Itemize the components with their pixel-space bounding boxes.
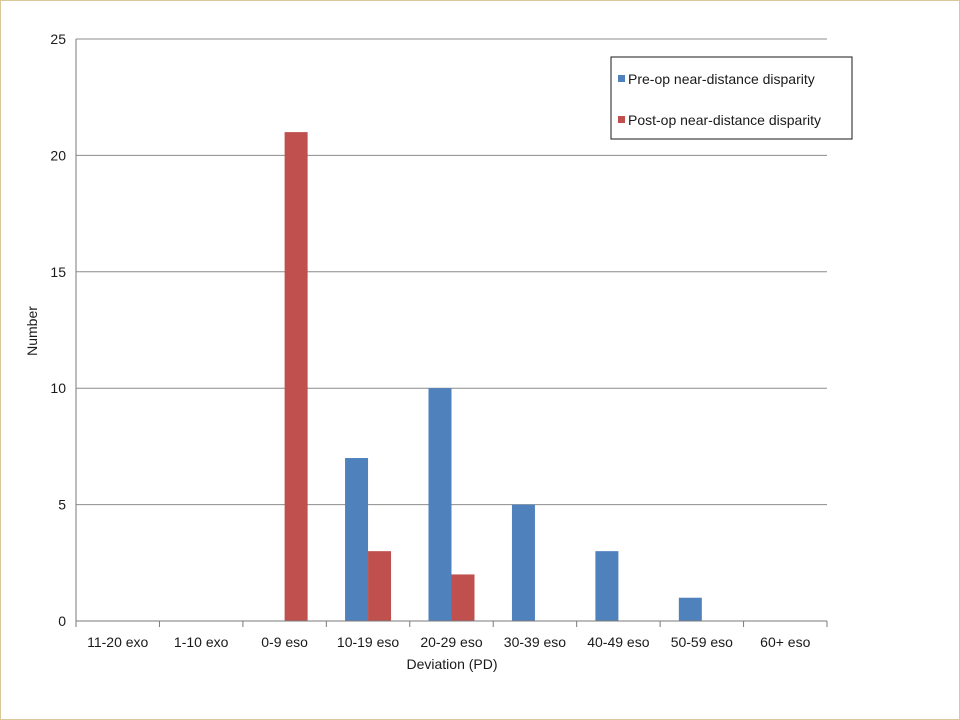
bar-pre-op (345, 458, 369, 621)
gridlines (76, 38, 827, 506)
y-tick-label: 15 (50, 264, 66, 280)
axes (75, 39, 828, 627)
x-tick-label: 0-9 eso (261, 634, 308, 650)
y-tick-label: 20 (50, 147, 66, 163)
y-tick-label: 0 (58, 613, 66, 629)
legend-swatch-post-op (618, 116, 625, 123)
x-tick-labels: 11-20 exo 1-10 exo 0-9 eso 10-19 eso 20-29 e… (87, 634, 810, 650)
y-tick-label: 10 (50, 380, 66, 396)
bar-pre-op (511, 504, 535, 621)
legend: Pre-op near-distance disparity Post-op n… (610, 56, 853, 140)
bars (284, 132, 702, 621)
x-tick-label: 20-29 eso (420, 634, 482, 650)
legend-label-post-op: Post-op near-distance disparity (628, 112, 821, 128)
x-tick-label: 30-39 eso (504, 634, 566, 650)
y-tick-label: 25 (50, 31, 66, 47)
legend-box (610, 56, 853, 140)
x-tick-label: 50-59 eso (671, 634, 733, 650)
bar-post-op (284, 132, 308, 621)
bar-pre-op (595, 551, 619, 621)
bar-post-op (368, 551, 392, 621)
x-tick-label: 11-20 exo (87, 634, 148, 650)
legend-label-pre-op: Pre-op near-distance disparity (628, 71, 815, 87)
x-tick-label: 40-49 eso (587, 634, 649, 650)
bar-pre-op (678, 597, 702, 621)
bar-post-op (451, 574, 475, 621)
y-tick-labels: 0 5 10 15 20 25 (50, 31, 66, 629)
x-tick-label: 1-10 exo (174, 634, 229, 650)
legend-swatch-pre-op (618, 75, 625, 82)
x-tick-label: 60+ eso (760, 634, 810, 650)
y-tick-label: 5 (58, 497, 66, 513)
bar-pre-op (428, 388, 452, 621)
y-axis-title: Number (24, 306, 40, 356)
x-axis-title: Deviation (PD) (406, 656, 497, 672)
x-tick-label: 10-19 eso (337, 634, 399, 650)
